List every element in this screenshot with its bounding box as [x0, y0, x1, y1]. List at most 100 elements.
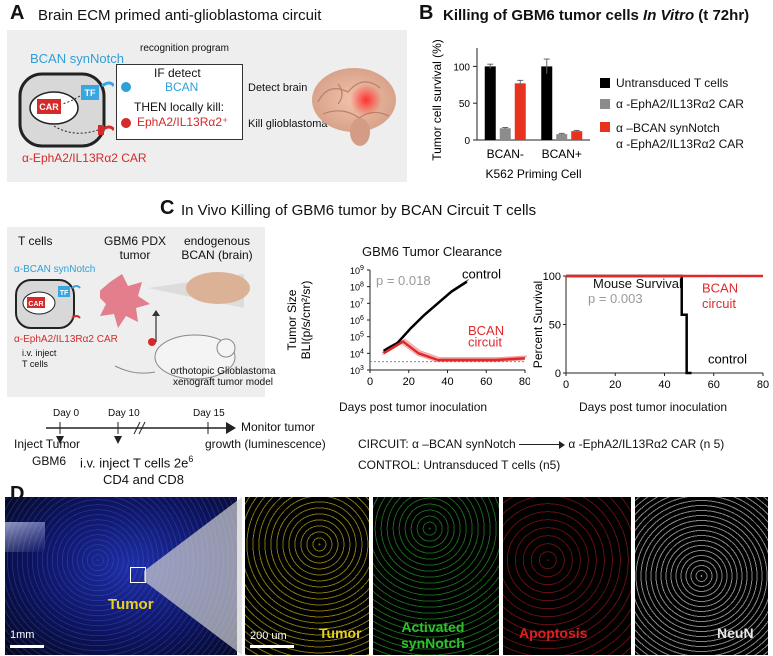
- legend-label: α -EphA2/IL13Rα2 CAR: [616, 137, 744, 151]
- bcan-dot-icon: [121, 82, 131, 92]
- x-axis-label: K562 Priming Cell: [485, 167, 581, 181]
- x-tick-label: 80: [757, 379, 769, 391]
- iv-inject-label: i.v. inject T cells: [22, 348, 57, 369]
- x-tick-label: 60: [708, 379, 720, 391]
- legend-swatch-red: [600, 122, 610, 132]
- circuit-line: CIRCUIT: α –BCAN synNotch α -EphA2/IL13R…: [358, 437, 725, 451]
- mouse-illustration: [100, 272, 250, 380]
- series-label-circuit: circuit: [468, 335, 502, 350]
- replicate-line: [384, 339, 527, 360]
- inject-tumor-label: Inject Tumor: [14, 437, 81, 451]
- y-tick-label: 106: [350, 315, 364, 326]
- replicate-line: [385, 338, 528, 359]
- x-tick-label: 60: [480, 376, 492, 388]
- y-axis-label-2: BLI(p/s/cm²/sr): [299, 281, 313, 360]
- p-value: p = 0.003: [588, 291, 643, 306]
- series-label-control: control: [708, 351, 747, 366]
- car-gene-label: CAR: [39, 102, 59, 112]
- clearance-chart: 103 104 105 106 107 108 109 0 20 40 60 80 Tumor Size…: [285, 265, 530, 388]
- c-synnotch-label: α-BCAN synNotch: [14, 264, 96, 275]
- scale-bar-200: [250, 645, 294, 648]
- y-tick-label: 50: [459, 99, 471, 110]
- panel-a-title: Brain ECM primed anti-glioblastoma circu…: [38, 7, 322, 24]
- bar: [484, 66, 496, 140]
- x-tick-label: 80: [519, 376, 530, 388]
- neun-stain-label: NeuN: [717, 625, 754, 641]
- replicate-line: [381, 282, 466, 353]
- legend-item: α -EphA2/IL13Rα2 CAR: [600, 93, 770, 114]
- bar-legend: Untransduced T cells α -EphA2/IL13Rα2 CA…: [600, 72, 770, 152]
- series-label-circuit: circuit: [702, 296, 736, 311]
- pdx-label: GBM6 PDX tumor: [103, 234, 166, 262]
- scale-bar-200-label: 200 um: [250, 630, 287, 642]
- y-tick-label: 0: [555, 368, 561, 380]
- detect-brain-label: Detect brain: [248, 82, 308, 94]
- y-tick-label: 0: [464, 136, 470, 147]
- bcan-label: BCAN: [165, 80, 199, 94]
- bar: [571, 131, 583, 140]
- legend-swatch-black: [600, 77, 610, 88]
- series-line: [382, 340, 526, 362]
- legend-item: Untransduced T cells: [600, 72, 770, 93]
- brain-illustration: [312, 68, 396, 146]
- series-label-bcan: BCAN: [468, 323, 504, 338]
- bar: [541, 66, 553, 140]
- x-tick-label: 0: [367, 376, 373, 388]
- c-t-cell-diagram: CAR TF: [15, 279, 81, 329]
- day0-label: Day 0: [53, 408, 80, 419]
- y-tick-label: 108: [350, 282, 364, 293]
- c-tf-label: TF: [60, 290, 69, 297]
- arrow-icon: [518, 444, 559, 446]
- clearance-xlabel: Days post tumor inoculation: [339, 400, 488, 414]
- day15-label: Day 15: [193, 408, 225, 419]
- panel-a-car-name: α-EphA2/IL13Rα2 CAR: [22, 151, 147, 165]
- endogenous-label: endogenous BCAN (brain): [181, 234, 253, 262]
- monitor-label: Monitor tumor: [241, 420, 316, 434]
- y-tick-label: 104: [350, 348, 364, 359]
- survival-chart: 0 50 100 0 20 40 60 80 Percent Survival p = 0.003…: [531, 271, 769, 391]
- bar-chart: 0 50 100 Tumor cell survival (%) BCAN- BCAN+ K…: [430, 39, 590, 181]
- x-tick-label: 40: [658, 379, 670, 391]
- kill-glioblastoma-label: Kill glioblastoma: [248, 118, 328, 130]
- target-dot-icon: [121, 118, 131, 128]
- cd-label: CD4 and CD8: [103, 472, 184, 487]
- y-tick-label: 100: [453, 62, 470, 73]
- bcan-synnotch-label: BCAN synNotch: [30, 51, 124, 66]
- t-cell-diagram: CAR TF: [18, 72, 114, 148]
- panel-b-letter: B: [419, 2, 434, 24]
- p-value: p = 0.018: [376, 273, 431, 288]
- synnotch-stain-image: Activated synNotch: [373, 497, 499, 655]
- replicate-line: [384, 279, 469, 350]
- x-tick-label: BCAN+: [542, 147, 582, 161]
- y-axis-label: Percent Survival: [531, 281, 545, 368]
- iv-t-label: i.v. inject T cells 2e6: [80, 454, 194, 471]
- legend-item: α –BCAN synNotch α -EphA2/IL13Rα2 CAR: [600, 120, 770, 152]
- legend-swatch-grey: [600, 98, 610, 109]
- recognition-box: [116, 64, 243, 140]
- c-car-label: CAR: [28, 301, 43, 308]
- tumor-region-label: Tumor: [108, 596, 154, 613]
- t-cells-label: T cells: [18, 234, 53, 248]
- panel-b-title: Killing of GBM6 tumor cells In Vitro (t …: [443, 7, 750, 24]
- legend-label: α -EphA2/IL13Rα2 CAR: [616, 96, 744, 111]
- y-tick-label: 105: [350, 332, 364, 343]
- legend-label: α –BCAN synNotch: [616, 121, 720, 135]
- zoom-lines: [144, 497, 242, 655]
- arrow-head-icon: [558, 440, 565, 449]
- targets-label: EphA2/IL13Rα2⁺: [137, 115, 229, 129]
- scale-bar-1mm: [10, 645, 44, 648]
- series-line: [382, 280, 468, 352]
- bar: [556, 134, 568, 140]
- survival-xlabel: Days post tumor inoculation: [579, 400, 728, 414]
- panel-c-letter: C: [160, 197, 175, 219]
- y-tick-label: 109: [350, 265, 364, 276]
- x-tick-label: 0: [563, 379, 569, 391]
- x-tick-label: 20: [609, 379, 621, 391]
- timeline: [46, 421, 236, 444]
- monitor-label-2: growth (luminescence): [205, 437, 326, 451]
- c-car-name: α-EphA2/IL13Rα2 CAR: [14, 334, 118, 345]
- day10-label: Day 10: [108, 408, 140, 419]
- apoptosis-stain-label: Apoptosis: [519, 625, 588, 641]
- series-label-control: control: [462, 266, 501, 281]
- legend-label: Untransduced T cells: [616, 75, 729, 90]
